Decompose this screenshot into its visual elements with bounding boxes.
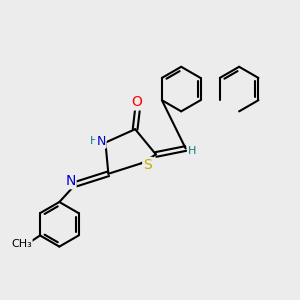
Text: N: N <box>96 135 106 148</box>
Text: H: H <box>188 146 196 157</box>
Text: S: S <box>143 158 152 172</box>
Text: O: O <box>131 95 142 110</box>
Text: N: N <box>65 174 76 188</box>
Text: H: H <box>90 136 98 146</box>
Text: CH₃: CH₃ <box>11 239 32 249</box>
